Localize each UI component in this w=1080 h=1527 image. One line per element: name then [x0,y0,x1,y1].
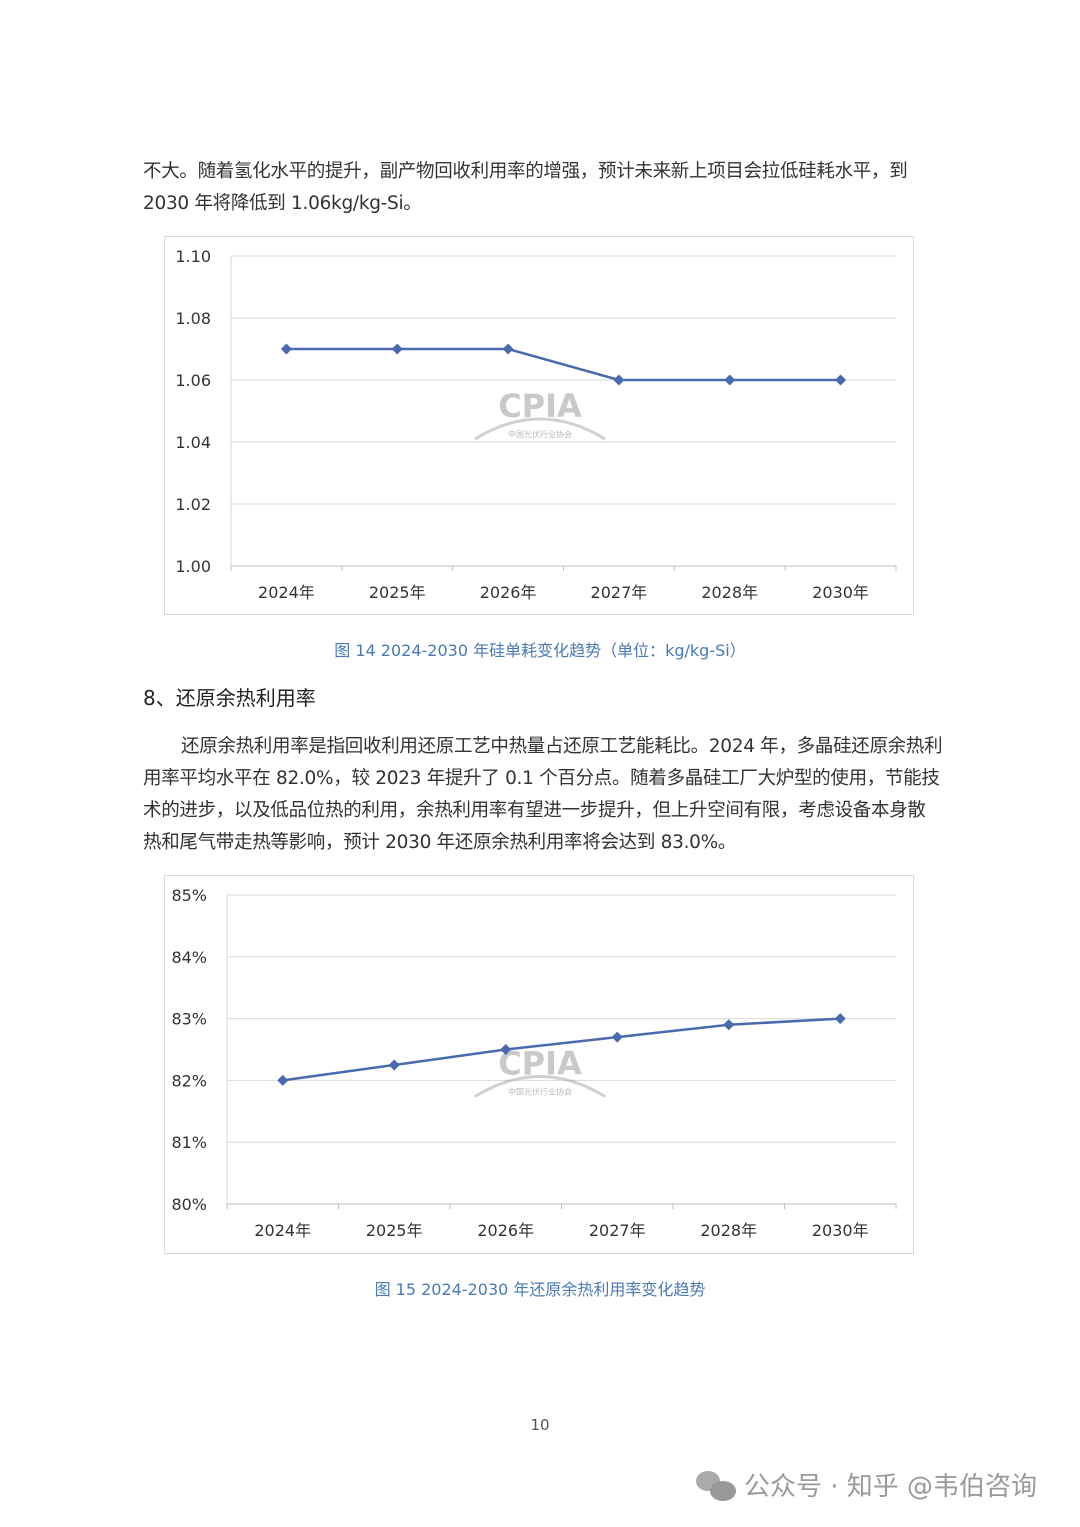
svg-text:CPIA: CPIA [498,387,582,425]
data-point-marker [277,1074,289,1086]
y-tick-label: 84% [171,948,207,967]
wechat-icon [696,1469,736,1501]
text-line: 2030 年将降低到 1.06kg/kg-Si。 [143,193,422,214]
text-line: 不大。随着氢化水平的提升，副产物回收利用率的增强，预计未来新上项目会拉低硅耗水平… [143,161,908,182]
data-point-marker [835,374,847,386]
chart-svg: 1.00 1.02 1.04 1.06 1.08 1.10 2024年 2025年 2026年 2… [175,247,897,602]
cpia-watermark-logo: CPIA 中国光伏行业协会 [474,387,606,441]
data-point-marker [280,343,292,355]
x-tick-label: 2027年 [591,583,648,602]
x-tick-label: 2024年 [258,583,315,602]
x-tick-label: 2025年 [366,1221,423,1240]
y-tick-label: 1.06 [175,371,211,390]
section-heading: 8、还原余热利用率 [143,686,316,710]
svg-text:中国光伏行业协会: 中国光伏行业协会 [508,429,572,439]
y-tick-label: 1.00 [175,557,211,576]
y-tick-label: 83% [171,1010,207,1029]
y-tick-label: 1.08 [175,309,211,328]
figure-caption-14: 图 14 2024-2030 年硅单耗变化趋势（单位：kg/kg-Si） [334,641,746,660]
watermark-text: 公众号 · 知乎 @韦伯咨询 [744,1472,1038,1502]
chart-heat-recovery-rate: 80% 81% 82% 83% 84% 85% 2024年 2025年 2026年 2027年 20… [164,875,914,1254]
y-tick-label: 1.04 [175,433,211,452]
data-point-marker [388,1059,400,1071]
data-point-marker [613,374,625,386]
page-number: 10 [530,1416,550,1434]
data-point-marker [391,343,403,355]
chart-svg: 80% 81% 82% 83% 84% 85% 2024年 2025年 2026年 2027年 20… [171,886,897,1240]
data-point-marker [724,374,736,386]
x-tick-label: 2028年 [700,1221,757,1240]
data-point-marker [500,1044,512,1055]
x-tick-label: 2026年 [477,1221,534,1240]
footer-watermark: 公众号 · 知乎 @韦伯咨询 [696,1466,1037,1503]
y-tick-label: 81% [171,1133,207,1152]
x-tick-label: 2024年 [254,1221,311,1240]
intro-paragraph: 不大。随着氢化水平的提升，副产物回收利用率的增强，预计未来新上项目会拉低硅耗水平… [143,156,943,220]
x-tick-label: 2030年 [812,583,869,602]
x-tick-label: 2030年 [812,1221,869,1240]
x-tick-label: 2027年 [589,1221,646,1240]
series-line [286,347,841,382]
x-tick-label: 2026年 [480,583,537,602]
figure-caption-15: 图 15 2024-2030 年还原余热利用率变化趋势 [374,1280,706,1299]
y-tick-label: 1.10 [175,247,211,266]
section-paragraph: 还原余热利用率是指回收利用还原工艺中热量占还原工艺能耗比。2024 年，多晶硅还… [143,736,943,853]
svg-text:中国光伏行业协会: 中国光伏行业协会 [508,1087,572,1097]
cpia-watermark-logo: CPIA 中国光伏行业协会 [474,1045,606,1098]
series-line [282,1017,841,1082]
data-point-marker [723,1019,735,1031]
y-tick-label: 85% [171,886,207,905]
y-tick-label: 80% [171,1195,207,1214]
svg-text:CPIA: CPIA [498,1045,582,1083]
y-tick-label: 1.02 [175,495,211,514]
data-point-marker [502,343,514,355]
x-tick-label: 2028年 [701,583,758,602]
chart-silicon-consumption: 1.00 1.02 1.04 1.06 1.08 1.10 2024年 2025年 2026年 2… [164,236,914,615]
x-tick-label: 2025年 [369,583,426,602]
data-point-marker [611,1031,623,1043]
data-point-marker [834,1013,846,1025]
y-tick-label: 82% [171,1071,207,1090]
